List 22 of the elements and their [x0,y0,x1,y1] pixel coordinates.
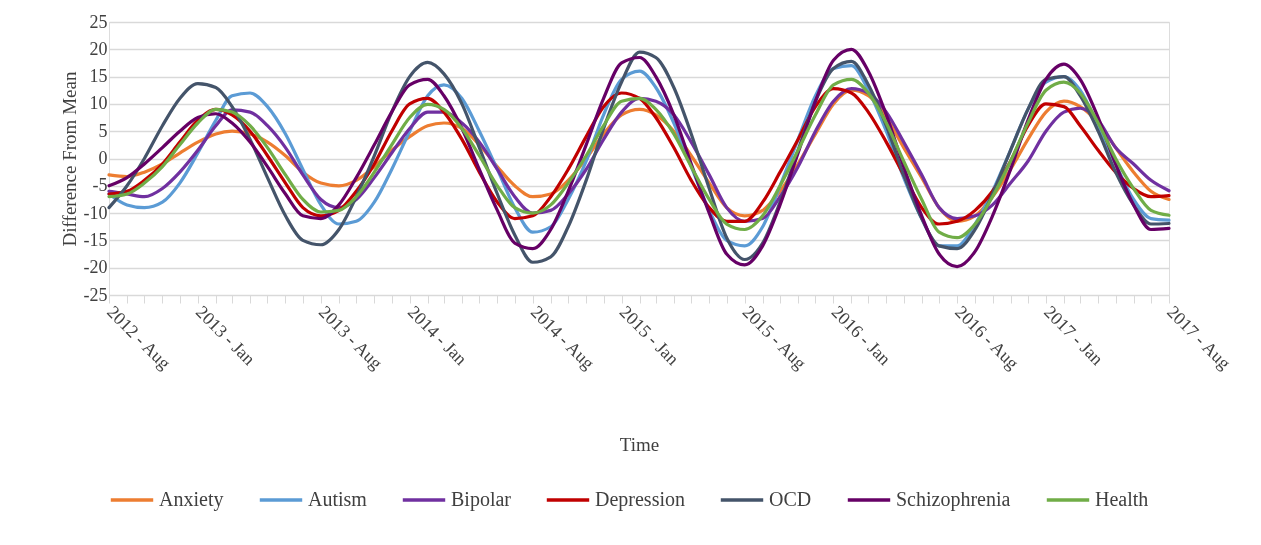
legend-label: Bipolar [451,488,512,511]
y-tick-label: -10 [83,202,108,223]
y-tick-label: -25 [83,284,108,305]
y-tick-label: -20 [83,257,108,278]
y-tick-label: 25 [89,11,108,32]
y-axis-title: Difference From Mean [58,71,80,247]
y-tick-label: -15 [83,229,108,250]
y-tick-label: 5 [98,120,108,141]
x-tick-label: 2017 - Jan [1040,301,1108,369]
legend-label: OCD [769,488,812,510]
y-tick-label: 15 [89,66,108,87]
y-tick-label: -5 [92,175,108,196]
legend-label: Autism [308,488,368,510]
x-tick-label: 2017 - Aug [1163,301,1235,374]
y-tick-label: 10 [89,93,108,114]
legend-label: Schizophrenia [896,488,1011,511]
legend-label: Depression [595,488,685,511]
y-tick-label: 0 [98,148,108,168]
x-axis-title: Time [619,433,660,455]
legend-label: Anxiety [159,488,224,511]
y-tick-label: 20 [89,38,108,59]
legend-label: Health [1095,488,1149,510]
